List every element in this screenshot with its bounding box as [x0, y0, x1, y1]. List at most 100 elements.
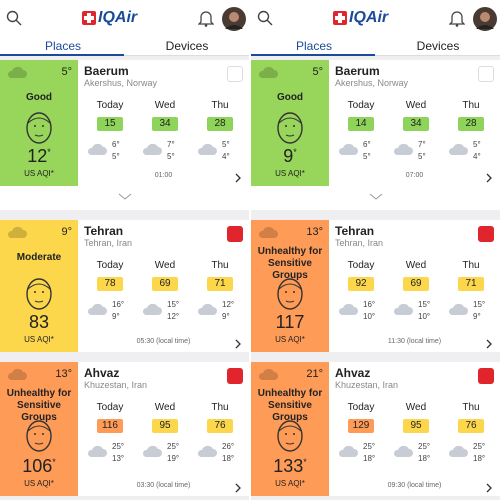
- avatar[interactable]: [222, 7, 246, 36]
- expand-chevron[interactable]: [0, 186, 249, 210]
- forecast-aqi: 69: [152, 277, 178, 291]
- forecast-low: 10°: [363, 312, 376, 321]
- forecast-high: 25°: [363, 442, 376, 451]
- place-card[interactable]: 5° Good 12* US AQI* Baerum Akershus, Norway To…: [0, 60, 249, 186]
- search-icon[interactable]: [257, 10, 273, 31]
- tab-underline: [251, 54, 375, 56]
- tab[interactable]: Devices: [416, 39, 460, 53]
- forecast-high: 25°: [418, 442, 431, 451]
- bell-icon[interactable]: [197, 10, 215, 32]
- aqi-value: 12*: [27, 146, 51, 166]
- aqi-block: 9° Moderate 83 US AQI*: [0, 220, 78, 352]
- place-card[interactable]: 21° Unhealthy for Sensitive Groups 133* US …: [251, 362, 500, 496]
- region: Akershus, Norway: [335, 78, 409, 88]
- forecast-aqi: 129: [348, 419, 374, 433]
- expand-chevron[interactable]: [251, 186, 500, 210]
- forecast-day: Today: [347, 402, 375, 413]
- header: IQAir Places Devices: [0, 0, 249, 56]
- forecast-day: Thu: [462, 100, 480, 111]
- forecast-weather-icon: [86, 142, 108, 161]
- forecast-weather-icon: [447, 444, 469, 463]
- forecast-aqi: 78: [97, 277, 123, 291]
- face-icon: [275, 276, 305, 317]
- forecast-day: Today: [96, 402, 124, 413]
- forecast-low: 5°: [112, 152, 120, 161]
- forecast-aqi: 15: [97, 117, 123, 131]
- forecast-weather-icon: [196, 142, 218, 161]
- forecast-weather-icon: [141, 142, 163, 161]
- forecast-high: 25°: [112, 442, 125, 451]
- place-card[interactable]: 13° Unhealthy for Sensitive Groups 106* US …: [0, 362, 249, 496]
- forecast-weather-icon: [196, 444, 218, 463]
- aqi-level: Unhealthy for Sensitive Groups: [6, 388, 72, 423]
- aqi-unit: US AQI*: [24, 479, 54, 488]
- aqi-level: Moderate: [16, 252, 62, 263]
- forecast-day: Wed: [405, 260, 427, 271]
- weather-icon: [257, 65, 279, 84]
- forecast-low: 18°: [473, 454, 486, 463]
- forecast-weather-icon: [86, 302, 108, 321]
- forecast-high: 6°: [363, 140, 371, 149]
- tab[interactable]: Places: [44, 39, 82, 53]
- search-icon[interactable]: [6, 10, 22, 31]
- brand-logo: [333, 11, 347, 25]
- update-time: 05:30 (local time): [136, 338, 191, 345]
- place-card[interactable]: 13° Unhealthy for Sensitive Groups 117 US A…: [251, 220, 500, 352]
- aqi-value: 133*: [273, 456, 307, 476]
- chevron[interactable]: [486, 336, 492, 354]
- avatar[interactable]: [473, 7, 497, 36]
- city: Tehran: [84, 224, 124, 238]
- bell-icon[interactable]: [448, 10, 466, 32]
- forecast-low: 18°: [418, 454, 431, 463]
- region: Khuzestan, Iran: [335, 380, 399, 390]
- update-time: 03:30 (local time): [136, 482, 191, 489]
- station-logo: [478, 368, 494, 384]
- forecast-high: 26°: [222, 442, 235, 451]
- forecast-aqi: 76: [458, 419, 484, 433]
- aqi-mark: *: [47, 147, 51, 157]
- tab[interactable]: Devices: [165, 39, 209, 53]
- forecast-aqi: 92: [348, 277, 374, 291]
- forecast-day: Wed: [154, 100, 176, 111]
- forecast-weather-icon: [447, 142, 469, 161]
- chevron[interactable]: [486, 480, 492, 498]
- city: Baerum: [335, 64, 380, 78]
- app-panel: IQAir Places Devices 5° Good 9* US AQI* Baerum A…: [251, 0, 500, 500]
- forecast-weather-icon: [196, 302, 218, 321]
- current-temp: 13°: [55, 368, 72, 380]
- place-card[interactable]: 5° Good 9* US AQI* Baerum Akershus, Norway Tod…: [251, 60, 500, 186]
- weather-icon: [6, 65, 28, 84]
- aqi-block: 5° Good 12* US AQI*: [0, 60, 78, 186]
- aqi-value: 106*: [22, 456, 56, 476]
- region: Tehran, Iran: [84, 238, 133, 248]
- forecast-low: 12°: [167, 312, 180, 321]
- aqi-block: 13° Unhealthy for Sensitive Groups 106* US …: [0, 362, 78, 496]
- city: Baerum: [84, 64, 129, 78]
- aqi-block: 13° Unhealthy for Sensitive Groups 117 US A…: [251, 220, 329, 352]
- tab[interactable]: Places: [295, 39, 333, 53]
- station-logo: [227, 226, 243, 242]
- aqi-block: 5° Good 9* US AQI*: [251, 60, 329, 186]
- current-temp: 5°: [312, 66, 323, 78]
- forecast-low: 9°: [473, 312, 481, 321]
- face-icon: [24, 418, 54, 459]
- brand: IQAir: [98, 9, 138, 26]
- place-card[interactable]: 9° Moderate 83 US AQI* Tehran Tehran, Iran Tod…: [0, 220, 249, 352]
- chevron[interactable]: [486, 170, 492, 188]
- forecast-high: 5°: [473, 140, 481, 149]
- forecast-weather-icon: [392, 142, 414, 161]
- forecast-high: 15°: [167, 300, 180, 309]
- tab-underline: [0, 54, 124, 56]
- forecast-aqi: 28: [207, 117, 233, 131]
- forecast-low: 19°: [167, 454, 180, 463]
- forecast-day: Thu: [462, 260, 480, 271]
- chevron[interactable]: [235, 170, 241, 188]
- chevron[interactable]: [235, 480, 241, 498]
- forecast-low: 13°: [112, 454, 125, 463]
- forecast-aqi: 95: [152, 419, 178, 433]
- forecast-low: 5°: [418, 152, 426, 161]
- forecast-low: 5°: [363, 152, 371, 161]
- chevron[interactable]: [235, 336, 241, 354]
- forecast-day: Thu: [211, 402, 229, 413]
- forecast-high: 25°: [167, 442, 180, 451]
